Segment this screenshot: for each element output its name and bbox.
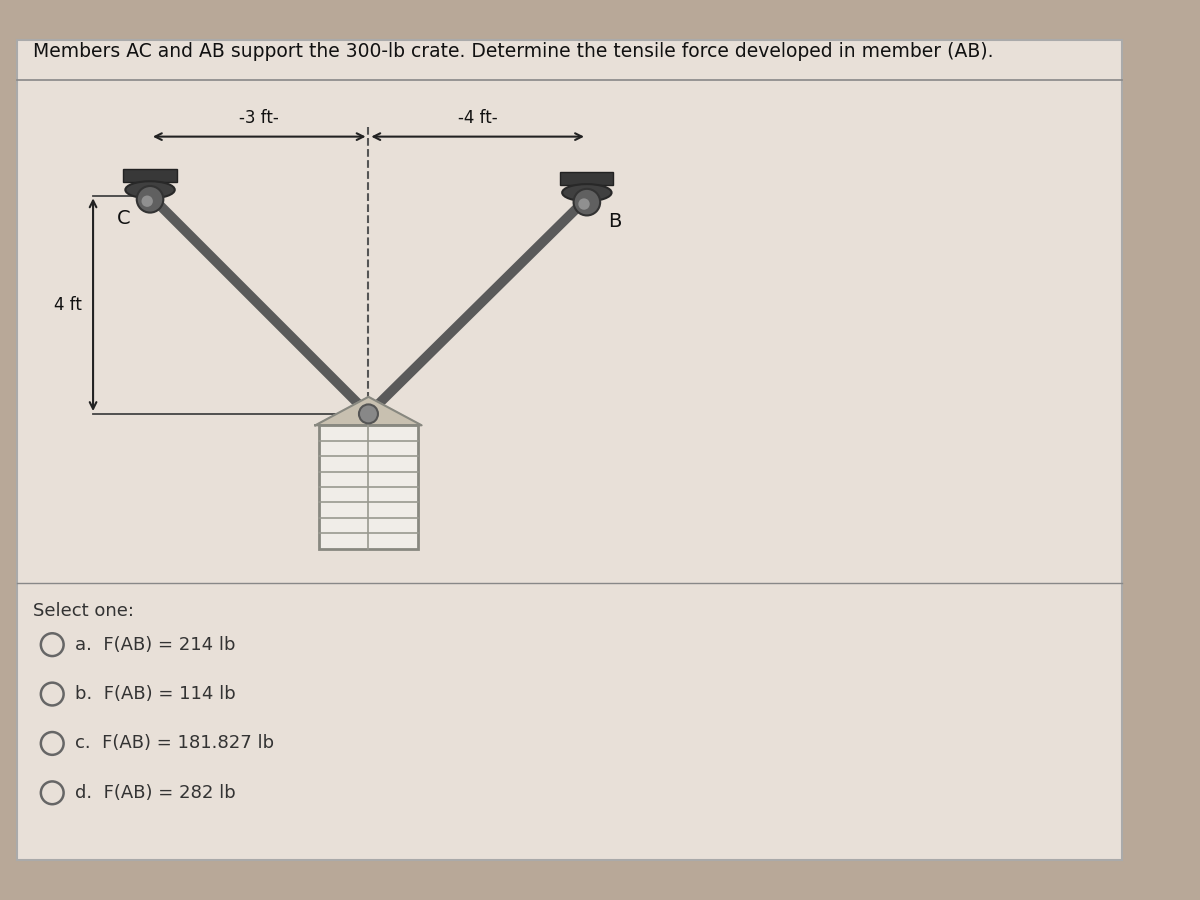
Text: -3 ft-: -3 ft- <box>239 109 280 127</box>
Text: C: C <box>116 209 131 228</box>
FancyBboxPatch shape <box>577 185 596 200</box>
FancyBboxPatch shape <box>17 40 1122 860</box>
FancyBboxPatch shape <box>319 426 418 549</box>
Text: Members AC and AB support the 300-lb crate. Determine the tensile force develope: Members AC and AB support the 300-lb cra… <box>34 41 994 60</box>
Text: a.  F(AB) = 214 lb: a. F(AB) = 214 lb <box>76 635 235 653</box>
Circle shape <box>578 198 589 210</box>
Text: A: A <box>384 418 397 436</box>
Text: d.  F(AB) = 282 lb: d. F(AB) = 282 lb <box>76 784 235 802</box>
Text: 4 ft: 4 ft <box>54 296 82 314</box>
FancyBboxPatch shape <box>124 169 176 182</box>
Text: -4 ft-: -4 ft- <box>458 109 498 127</box>
Circle shape <box>137 186 163 212</box>
Circle shape <box>574 189 600 215</box>
Circle shape <box>359 404 378 423</box>
Ellipse shape <box>125 181 175 198</box>
Text: Select one:: Select one: <box>34 602 134 620</box>
Text: c.  F(AB) = 181.827 lb: c. F(AB) = 181.827 lb <box>76 734 274 752</box>
Circle shape <box>142 195 152 207</box>
FancyBboxPatch shape <box>560 172 613 185</box>
FancyBboxPatch shape <box>140 182 160 197</box>
Text: B: B <box>607 212 622 230</box>
Text: b.  F(AB) = 114 lb: b. F(AB) = 114 lb <box>76 685 235 703</box>
Polygon shape <box>316 397 421 426</box>
Ellipse shape <box>562 184 612 202</box>
